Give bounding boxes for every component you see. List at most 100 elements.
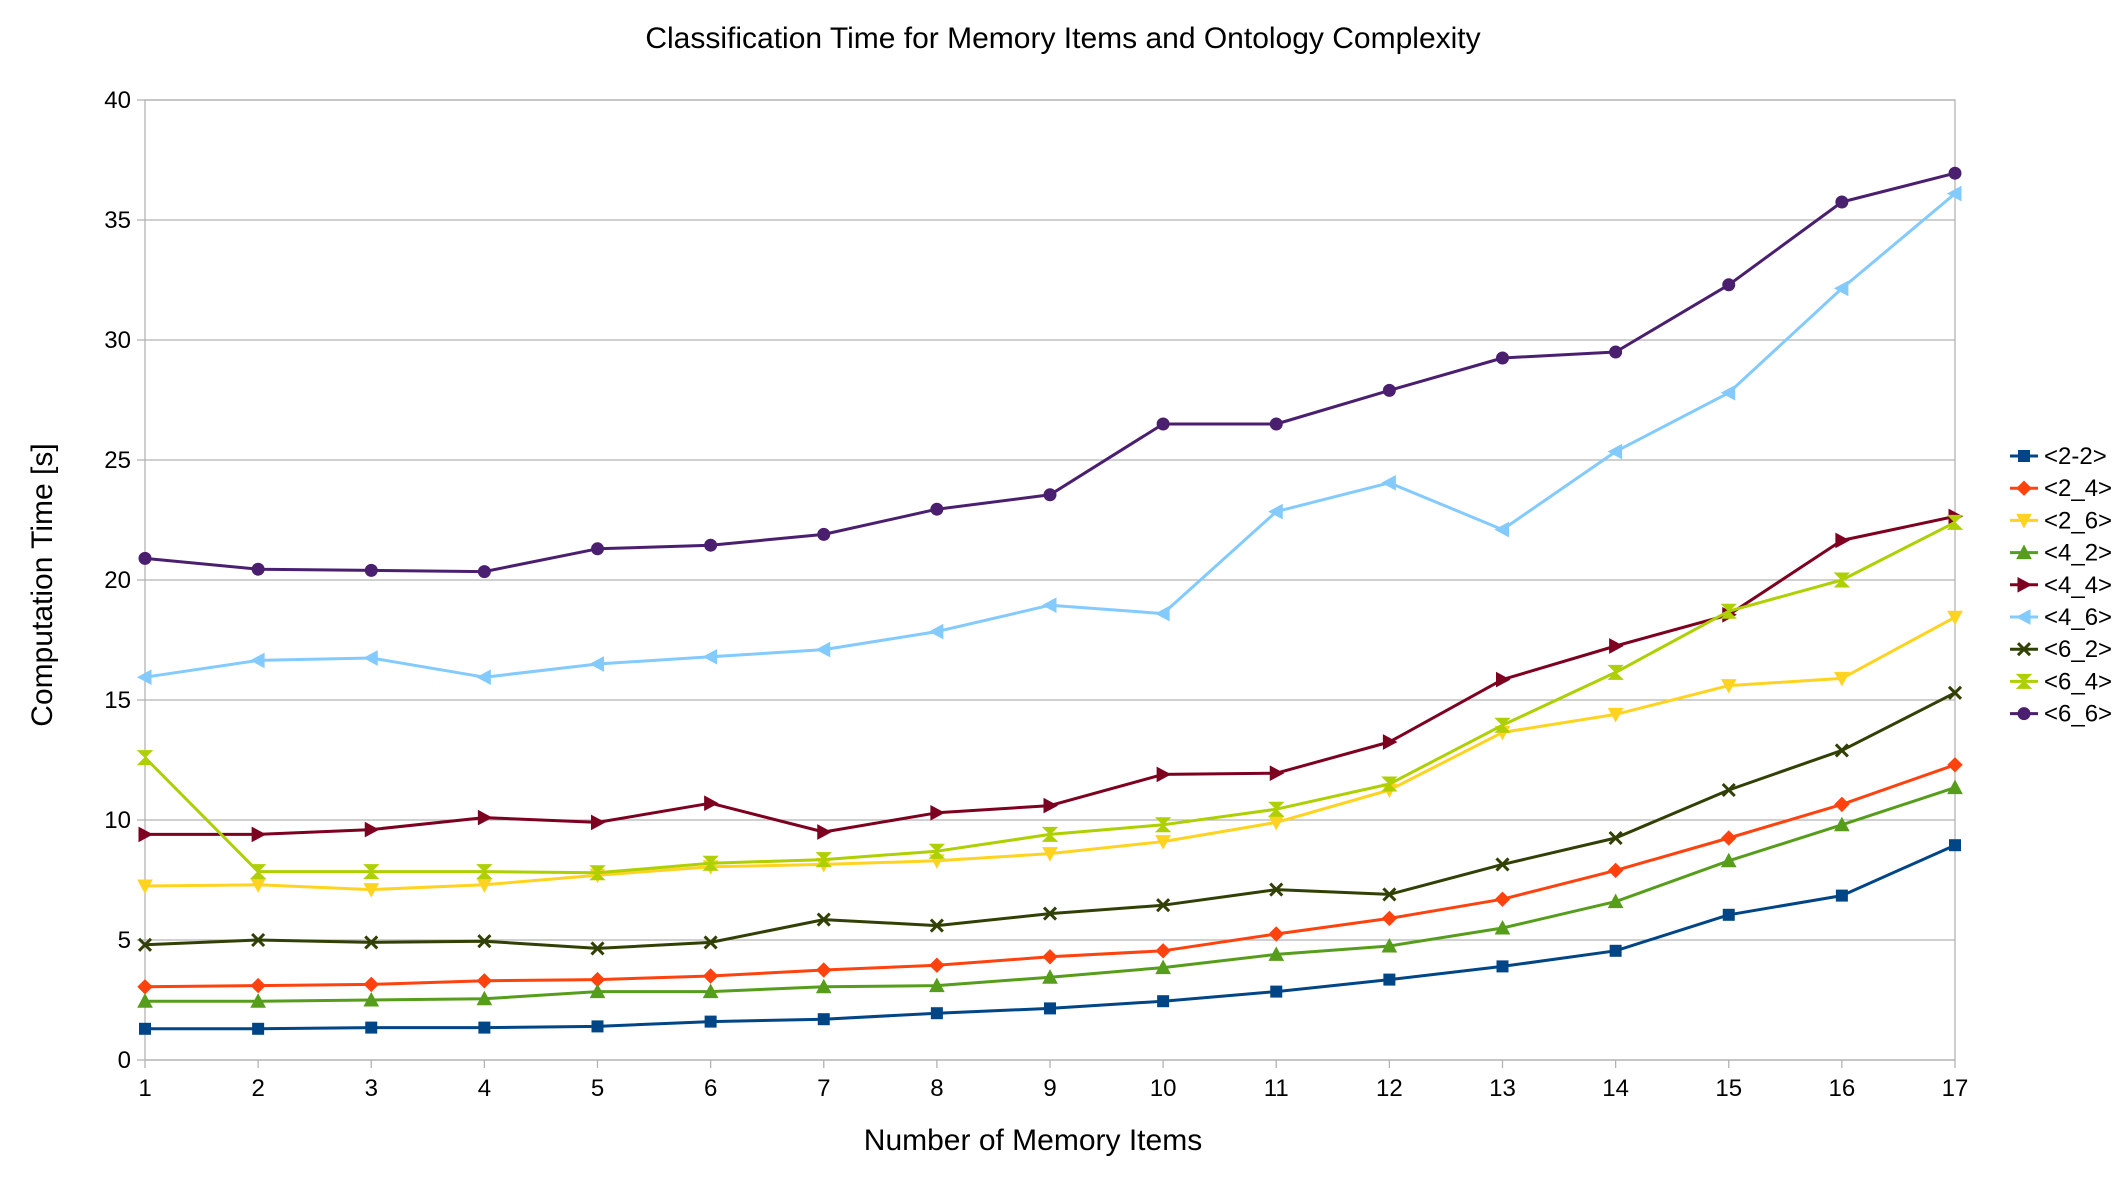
data-point-s4-x9 (1042, 969, 1058, 984)
data-point-s4-x13 (1494, 919, 1511, 935)
data-point-s2-x16 (1834, 796, 1850, 813)
data-point-s6-x10 (1155, 605, 1170, 622)
legend-label: <6_4> (2044, 668, 2112, 695)
series-9 (138, 166, 1962, 579)
data-point-s2-x13 (1494, 891, 1511, 907)
data-point-s9-x15 (1722, 278, 1736, 292)
legend-entry: <4_6> (2010, 604, 2112, 631)
data-point-s1-x9 (1044, 1002, 1056, 1015)
data-point-s5-x11 (1269, 765, 1285, 782)
data-point-s7-x2 (251, 932, 266, 948)
data-point-s6-x14 (1607, 443, 1623, 460)
data-point-s6-x1 (136, 669, 152, 686)
data-point-legend-7 (2016, 642, 2032, 657)
data-point-s5-x5 (591, 814, 606, 831)
data-point-s7-x7 (816, 912, 831, 927)
data-point-s3-x17 (1947, 610, 1963, 626)
data-point-s7-x17 (1947, 685, 1963, 700)
series-6 (136, 185, 1962, 686)
data-point-s3-x3 (363, 883, 380, 898)
data-point-s1-x8 (930, 1007, 943, 1020)
data-point-s1-x15 (1722, 908, 1735, 921)
data-point-s8-x10 (1154, 817, 1172, 833)
series-line (144, 171, 1956, 574)
data-point-s3-x15 (1720, 679, 1737, 694)
data-point-s2-x11 (1268, 926, 1284, 942)
legend-entry: <2_6> (2010, 507, 2112, 534)
data-point-s6-x7 (815, 641, 831, 658)
data-point-s7-x14 (1608, 830, 1623, 846)
data-point-legend-1 (2018, 450, 2030, 462)
y-tick-label: 30 (104, 327, 131, 354)
legend-label: <4_2> (2044, 540, 2112, 567)
data-point-s6-x16 (1833, 280, 1849, 297)
legend-entry: <2_4> (2010, 475, 2112, 502)
y-tick-label: 10 (104, 807, 131, 834)
data-point-s6-x8 (928, 623, 944, 640)
data-point-s5-x8 (930, 804, 945, 821)
data-point-s9-x5 (591, 542, 604, 556)
data-point-s6-x4 (476, 669, 491, 686)
data-point-s8-x4 (476, 864, 493, 880)
legend-entry: <4_4> (2010, 572, 2112, 599)
data-point-s7-x15 (1721, 782, 1736, 798)
data-point-s5-x4 (477, 809, 493, 826)
data-point-s2-x14 (1607, 862, 1624, 879)
data-point-s9-x11 (1269, 417, 1283, 431)
data-point-s7-x12 (1382, 887, 1397, 902)
data-point-s9-x3 (364, 563, 378, 577)
data-point-s2-x6 (702, 968, 719, 984)
x-tick-label: 4 (478, 1075, 491, 1102)
data-point-s4-x10 (1155, 959, 1171, 975)
grid-lines (145, 99, 1955, 1061)
y-tick-label: 20 (104, 567, 131, 594)
data-point-s4-x2 (250, 993, 266, 1008)
data-point-legend-8 (2015, 673, 2033, 689)
x-tick-label: 12 (1376, 1075, 1403, 1102)
data-point-s1-x12 (1383, 973, 1396, 986)
data-point-s1-x3 (365, 1021, 378, 1034)
data-point-s4-x5 (589, 983, 606, 999)
y-tick-label: 15 (104, 687, 131, 714)
data-point-s5-x10 (1156, 766, 1172, 783)
data-point-s9-x4 (477, 565, 491, 579)
data-point-legend-5 (2017, 576, 2033, 593)
legend-entry: <2-2> (2010, 443, 2107, 470)
y-tick-label: 0 (118, 1047, 131, 1074)
x-tick-label: 6 (704, 1075, 717, 1102)
legend-label: <2_4> (2044, 475, 2112, 502)
data-point-s2-x10 (1155, 943, 1171, 959)
data-point-s4-x11 (1268, 946, 1285, 961)
data-point-s9-x14 (1609, 345, 1623, 359)
data-point-s6-x9 (1041, 597, 1057, 614)
data-point-s6-x15 (1720, 384, 1736, 401)
series-1 (139, 839, 1961, 1035)
legend-entry: <4_2> (2010, 540, 2112, 567)
x-tick-label: 16 (1829, 1075, 1856, 1102)
x-tick-label: 9 (1043, 1075, 1056, 1102)
data-point-s1-x6 (704, 1015, 717, 1028)
data-point-s6-x12 (1381, 474, 1396, 491)
data-point-s2-x2 (250, 977, 266, 994)
x-tick-label: 15 (1715, 1075, 1742, 1102)
series-5 (138, 508, 1964, 843)
x-tick-label: 2 (251, 1075, 264, 1102)
data-point-s6-x17 (1946, 185, 1962, 202)
data-point-s4-x7 (815, 978, 832, 994)
data-point-s7-x1 (137, 937, 153, 952)
data-point-s8-x11 (1268, 801, 1285, 817)
data-point-legend-6 (2015, 609, 2031, 625)
data-point-s1-x11 (1270, 985, 1283, 998)
legend-label: <6_6> (2044, 701, 2112, 728)
legend-label: <4_6> (2044, 604, 2112, 631)
data-point-s5-x14 (1609, 638, 1624, 654)
data-point-s3-x16 (1834, 671, 1850, 687)
data-point-s8-x13 (1494, 717, 1511, 733)
data-point-s8-x14 (1607, 664, 1624, 680)
y-tick-label: 25 (104, 447, 131, 474)
data-point-s4-x1 (137, 993, 153, 1008)
data-point-s8-x6 (702, 855, 719, 871)
legend-label: <4_4> (2044, 572, 2112, 599)
